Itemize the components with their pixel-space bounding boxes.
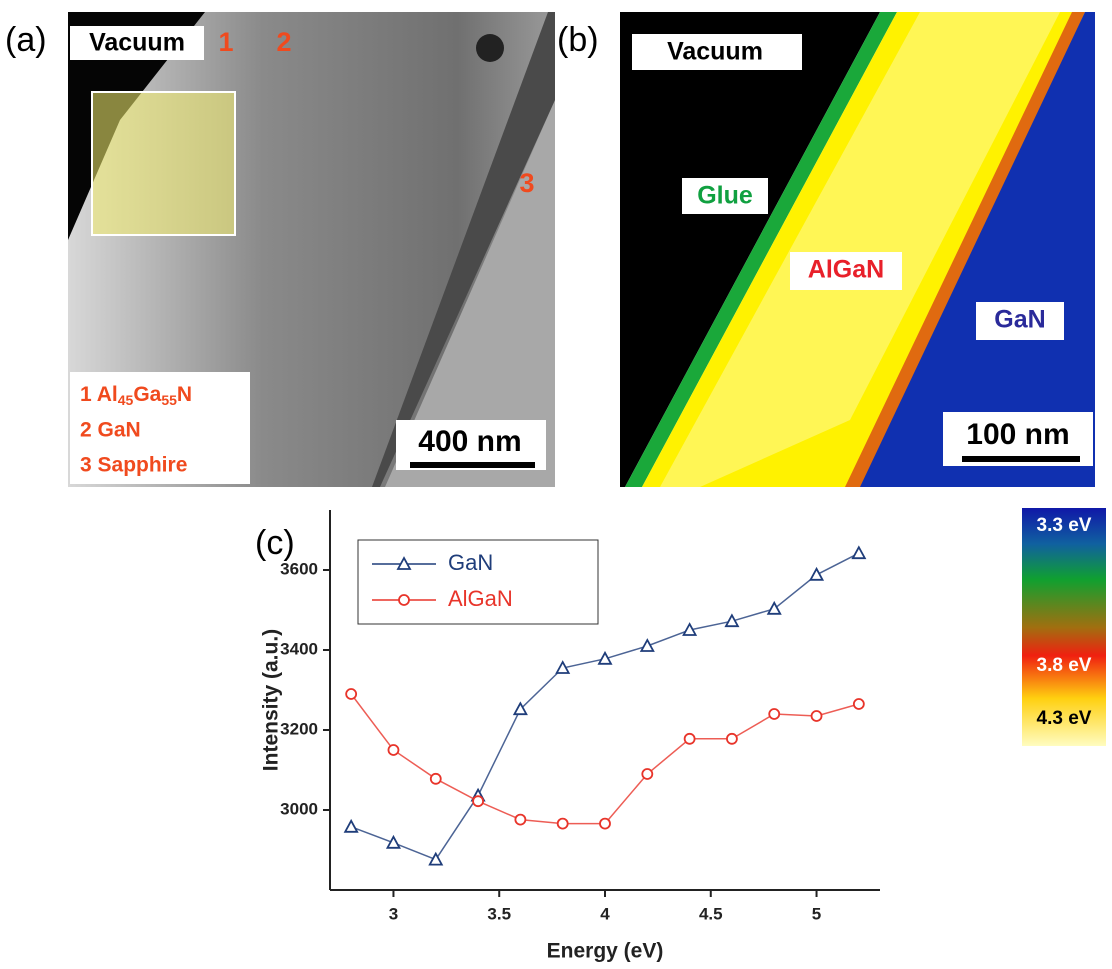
marker [853,547,865,558]
panel-label: (c) [255,524,295,562]
x-axis-title: Energy (eV) [547,940,664,963]
marker [345,821,357,832]
marker: 1 [218,27,233,57]
legend-entry: 3 Sapphire [80,454,187,477]
colorbar: 3.3 eV 3.8 eV 4.3 eV [1022,508,1106,746]
y-tick-label: 3000 [280,799,318,818]
colorbar-label: 3.3 eV [1037,515,1092,536]
marker [430,854,442,865]
panel-a: Vacuum 1 2 3 1 Al45Ga55N 2 GaN 3 Sapphir… [5,12,555,487]
marker [641,640,653,651]
marker [727,734,737,744]
vacuum-label: Vacuum [89,29,185,57]
highlight-box [92,92,235,235]
y-axis-title: Intensity (a.u.) [260,629,283,771]
marker: 2 [276,27,291,57]
marker [769,709,779,719]
marker [558,819,568,829]
y-tick-label: 3400 [280,639,318,658]
marker [768,603,780,614]
y-tick-label: 3200 [280,719,318,738]
marker: 3 [519,168,534,198]
marker [431,774,441,784]
legend-label: AlGaN [448,586,513,611]
series-line [351,694,859,824]
x-tick-label: 4 [600,904,610,923]
scale-bar-label: 100 nm [966,418,1069,451]
legend-marker [399,595,409,605]
scale-bar-label: 400 nm [418,425,521,458]
x-tick-label: 3 [389,904,398,923]
colorbar-label: 4.3 eV [1037,708,1092,729]
x-tick-label: 3.5 [487,904,511,923]
marker [515,815,525,825]
panel-label: (a) [5,21,47,59]
marker [473,796,483,806]
y-tick-label: 3600 [280,559,318,578]
chart: (c) Energy (eV) Intensity (a.u.) 3 3.5 4 4.… [255,510,880,963]
vacuum-label: Vacuum [667,38,763,66]
marker [811,569,823,580]
colorbar-label: 3.8 eV [1037,655,1092,676]
scale-bar [410,462,535,468]
gan-label: GaN [994,306,1045,334]
marker [685,734,695,744]
scale-bar [962,456,1080,462]
marker [387,837,399,848]
panel-b: Vacuum Glue AlGaN GaN 100 nm (b) [557,12,1095,487]
glue-label: Glue [697,182,753,210]
algan-label: AlGaN [808,256,884,284]
marker [642,769,652,779]
figure: Vacuum 1 2 3 1 Al45Ga55N 2 GaN 3 Sapphir… [0,0,1112,969]
legend-label: GaN [448,550,493,575]
marker [600,819,610,829]
x-tick-label: 4.5 [699,904,723,923]
legend-entry: 2 GaN [80,419,141,442]
marker [346,689,356,699]
x-tick-label: 5 [812,904,821,923]
defect [476,34,504,62]
panel-label: (b) [557,21,599,59]
marker [812,711,822,721]
marker [854,699,864,709]
marker [388,745,398,755]
